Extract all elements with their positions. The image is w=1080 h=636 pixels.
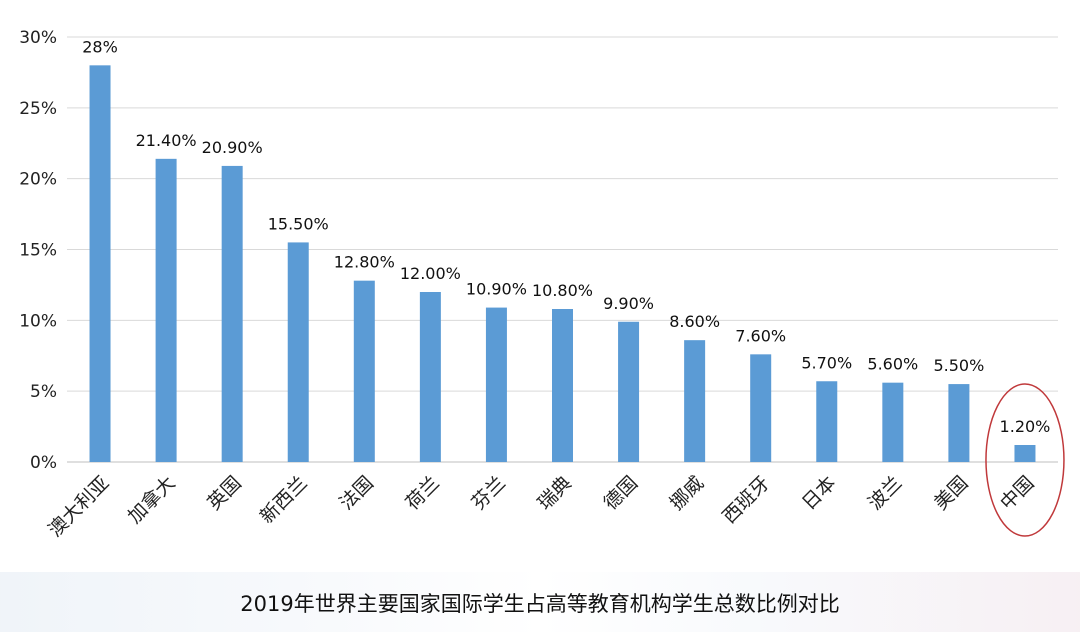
category-label: 加拿大 bbox=[123, 471, 180, 528]
bar bbox=[948, 384, 970, 462]
data-label: 20.90% bbox=[202, 138, 263, 157]
category-label: 西班牙 bbox=[718, 472, 774, 528]
bar bbox=[882, 382, 904, 462]
data-label: 28% bbox=[82, 37, 118, 56]
data-label: 5.50% bbox=[933, 356, 984, 375]
bar bbox=[1014, 445, 1036, 462]
bar bbox=[684, 340, 706, 462]
category-label: 新西兰 bbox=[256, 472, 312, 528]
data-label: 5.70% bbox=[801, 353, 852, 372]
category-label: 中国 bbox=[996, 472, 1038, 514]
category-label: 波兰 bbox=[864, 472, 906, 514]
bar bbox=[287, 242, 309, 462]
bar bbox=[221, 165, 243, 462]
category-label: 英国 bbox=[203, 472, 245, 514]
data-label: 12.00% bbox=[400, 264, 461, 283]
data-label: 9.90% bbox=[603, 294, 654, 313]
bar bbox=[485, 307, 507, 462]
decorative-background-band bbox=[0, 572, 1080, 632]
category-label: 澳大利亚 bbox=[44, 472, 113, 541]
category-label: 日本 bbox=[798, 472, 840, 514]
y-tick-label: 5% bbox=[30, 382, 57, 402]
data-label: 10.90% bbox=[466, 280, 527, 299]
data-label: 5.60% bbox=[867, 355, 918, 374]
data-label: 10.80% bbox=[532, 281, 593, 300]
bar bbox=[353, 280, 375, 462]
category-label: 挪威 bbox=[666, 472, 708, 514]
data-label: 7.60% bbox=[735, 326, 786, 345]
category-label: 荷兰 bbox=[401, 472, 443, 514]
bar bbox=[750, 354, 772, 462]
category-label: 德国 bbox=[600, 472, 642, 514]
y-tick-label: 30% bbox=[19, 28, 57, 48]
category-label: 瑞典 bbox=[534, 472, 576, 514]
category-label: 芬兰 bbox=[468, 472, 510, 514]
bar bbox=[618, 321, 640, 462]
y-tick-label: 25% bbox=[19, 99, 57, 119]
data-label: 1.20% bbox=[1000, 417, 1051, 436]
bar bbox=[419, 292, 441, 462]
y-tick-label: 0% bbox=[30, 453, 57, 473]
y-tick-label: 10% bbox=[19, 311, 57, 331]
highlight-circle bbox=[985, 383, 1065, 537]
bar bbox=[89, 65, 111, 462]
data-label: 21.40% bbox=[136, 131, 197, 150]
bar bbox=[816, 381, 838, 462]
bar bbox=[552, 309, 573, 462]
chart-title: 2019年世界主要国家国际学生占高等教育机构学生总数比例对比 bbox=[240, 592, 840, 616]
data-label: 8.60% bbox=[669, 312, 720, 331]
category-label: 法国 bbox=[335, 472, 377, 514]
y-tick-label: 15% bbox=[19, 241, 57, 261]
category-label: 美国 bbox=[930, 472, 972, 514]
bar bbox=[155, 158, 177, 463]
y-tick-label: 20% bbox=[19, 170, 57, 190]
data-label: 15.50% bbox=[268, 214, 329, 233]
data-label: 12.80% bbox=[334, 253, 395, 272]
